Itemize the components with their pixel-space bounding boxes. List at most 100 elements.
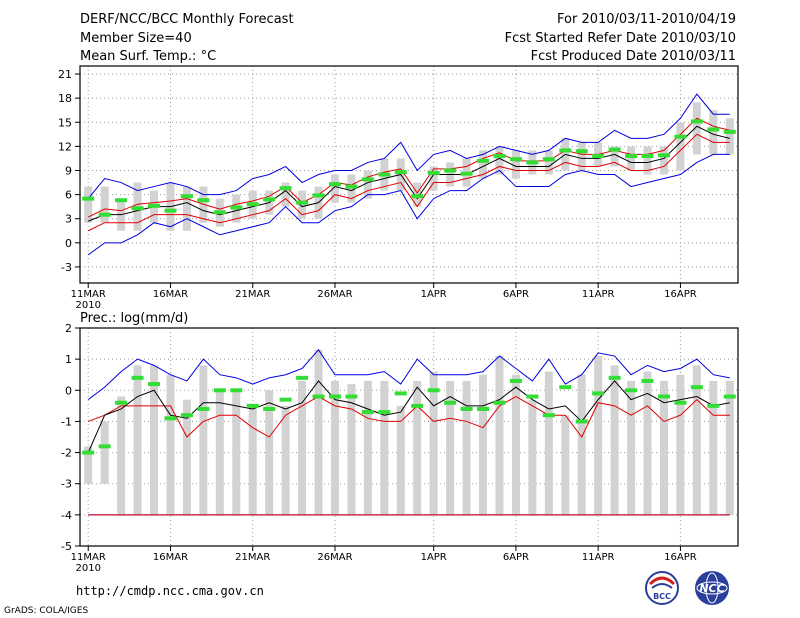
ensemble-box bbox=[281, 405, 290, 515]
obs-marker bbox=[509, 378, 522, 383]
obs-marker bbox=[296, 375, 309, 380]
obs-marker bbox=[723, 394, 736, 399]
obs-marker bbox=[328, 182, 341, 187]
ensemble-box bbox=[528, 399, 537, 515]
obs-marker bbox=[131, 206, 144, 211]
ensemble-box bbox=[281, 182, 290, 207]
obs-marker bbox=[131, 375, 144, 380]
ensemble-box bbox=[314, 349, 323, 515]
ensemble-box bbox=[643, 371, 652, 515]
ensemble-box bbox=[462, 380, 471, 515]
ensemble-box bbox=[363, 380, 372, 515]
ensemble-box bbox=[232, 390, 241, 515]
ensemble-box bbox=[380, 380, 389, 515]
obs-marker bbox=[98, 444, 111, 449]
y-tick-label: 18 bbox=[58, 92, 72, 105]
y-tick-label: 2 bbox=[65, 322, 72, 335]
bcc-logo: BCC bbox=[645, 571, 679, 605]
ensemble-box bbox=[561, 415, 570, 515]
x-tick-label: 11APR bbox=[582, 289, 615, 300]
x-tick-label: 11MAR bbox=[71, 552, 106, 563]
ensemble-box bbox=[429, 166, 438, 191]
ensemble-box bbox=[182, 186, 191, 231]
ensemble-box bbox=[659, 380, 668, 515]
ensemble-box bbox=[643, 146, 652, 175]
obs-marker bbox=[559, 148, 572, 153]
ensemble-box bbox=[182, 399, 191, 515]
variable-label: Mean Surf. Temp.: °C bbox=[80, 49, 217, 64]
x-tick-label: 16APR bbox=[664, 552, 697, 563]
x-tick-label: 21MAR bbox=[235, 552, 270, 563]
obs-marker bbox=[411, 403, 424, 408]
obs-marker bbox=[115, 400, 128, 405]
x-tick-label: 16MAR bbox=[153, 289, 188, 300]
obs-marker bbox=[296, 200, 309, 205]
obs-marker bbox=[674, 400, 687, 405]
obs-marker bbox=[345, 184, 358, 189]
x-tick-label: 26MAR bbox=[317, 289, 352, 300]
obs-marker bbox=[477, 406, 490, 411]
obs-marker bbox=[394, 391, 407, 396]
x-tick-label: 21MAR bbox=[235, 289, 270, 300]
obs-marker bbox=[460, 171, 473, 176]
ensemble-box bbox=[330, 380, 339, 515]
ensemble-box bbox=[347, 384, 356, 515]
spread-upper-line bbox=[88, 395, 730, 438]
x-tick-label: 26MAR bbox=[317, 552, 352, 563]
obs-marker bbox=[197, 198, 210, 203]
bcc-logo-text: BCC bbox=[653, 592, 671, 601]
obs-marker bbox=[723, 129, 736, 134]
y-tick-label: -3 bbox=[61, 261, 72, 274]
obs-marker bbox=[657, 153, 670, 158]
ensemble-box bbox=[133, 365, 142, 515]
obs-marker bbox=[427, 388, 440, 393]
obs-marker bbox=[592, 154, 605, 159]
ensemble-box bbox=[577, 374, 586, 515]
obs-marker bbox=[213, 210, 226, 215]
source-url[interactable]: http://cmdp.ncc.cma.gov.cn bbox=[76, 584, 264, 598]
grads-credit: GrADS: COLA/IGES bbox=[4, 606, 89, 616]
obs-marker bbox=[608, 375, 621, 380]
ensemble-box bbox=[610, 146, 619, 167]
obs-marker bbox=[509, 157, 522, 162]
obs-marker bbox=[213, 388, 226, 393]
obs-marker bbox=[312, 193, 325, 198]
ensemble-box bbox=[627, 146, 636, 171]
ensemble-box bbox=[659, 146, 668, 175]
ensemble-box bbox=[429, 371, 438, 515]
obs-marker bbox=[312, 394, 325, 399]
obs-marker bbox=[707, 403, 720, 408]
forecast-started: Fcst Started Refer Date 2010/03/10 bbox=[504, 31, 736, 46]
y-tick-label: 1 bbox=[65, 353, 72, 366]
x-tick-label: 16APR bbox=[664, 289, 697, 300]
obs-marker bbox=[493, 400, 506, 405]
obs-marker bbox=[707, 127, 720, 132]
max-line bbox=[87, 348, 730, 401]
y-tick-label: 15 bbox=[58, 116, 72, 129]
forecast-period: For 2010/03/11-2010/04/19 bbox=[557, 12, 736, 27]
x-year-label: 2010 bbox=[75, 300, 100, 311]
obs-marker bbox=[279, 186, 292, 191]
obs-marker bbox=[542, 413, 555, 418]
ncc-logo: NCC bbox=[695, 571, 729, 605]
ensemble-box bbox=[627, 380, 636, 515]
obs-marker bbox=[641, 154, 654, 159]
forecast-produced: Fcst Produced Date 2010/03/11 bbox=[530, 49, 736, 64]
obs-marker bbox=[608, 147, 621, 152]
obs-marker bbox=[641, 378, 654, 383]
min-line bbox=[87, 153, 730, 256]
x-tick-label: 1APR bbox=[421, 552, 447, 563]
ensemble-box bbox=[544, 150, 553, 175]
median-line bbox=[87, 380, 730, 453]
x-tick-label: 1APR bbox=[421, 289, 447, 300]
y-tick-label: -1 bbox=[61, 415, 72, 428]
member-size: Member Size=40 bbox=[80, 31, 192, 46]
obs-marker bbox=[444, 400, 457, 405]
obs-marker bbox=[690, 119, 703, 124]
y-tick-label: 21 bbox=[58, 68, 72, 81]
obs-marker bbox=[411, 194, 424, 199]
obs-marker bbox=[82, 450, 95, 455]
panel-2: -5 -4 -3 -2 -1 0 1 2 11MAR 16MAR 21MAR 26MAR 1APR 6AP… bbox=[61, 322, 739, 574]
obs-marker bbox=[575, 419, 588, 424]
